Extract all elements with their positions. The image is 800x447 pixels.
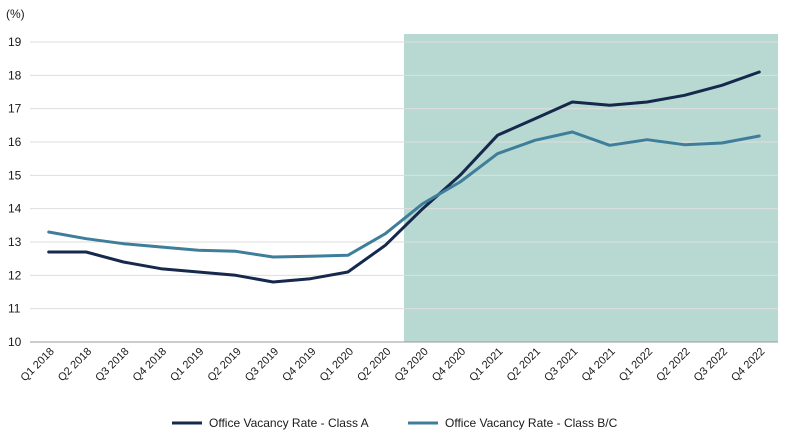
x-tick-label: Q1 2022 [617,346,655,384]
legend: Office Vacancy Rate - Class A Office Vaca… [172,416,618,430]
x-tick-label: Q2 2019 [205,346,243,384]
x-tick-label: Q3 2019 [243,346,281,384]
y-tick-label: 11 [8,302,21,316]
x-tick-labels: Q1 2018 Q2 2018 Q3 2018 Q4 2018 Q1 2019 Q2 20… [18,346,767,384]
x-tick-label: Q3 2018 [93,346,131,384]
series-lines [47,70,761,284]
shaded-region [404,34,778,342]
x-tick-label: Q2 2022 [654,346,692,384]
y-tick-label: 16 [8,135,22,149]
y-tick-labels: 10 11 12 13 14 15 16 17 18 19 [8,35,22,349]
x-tick-label: Q1 2021 [467,346,505,384]
x-tick-label: Q4 2019 [280,346,318,384]
x-tick-label: Q4 2018 [131,346,169,384]
x-tick-label: Q3 2021 [542,346,580,384]
x-tick-label: Q2 2020 [355,346,393,384]
x-tick-label: Q4 2022 [729,346,767,384]
x-tick-label: Q1 2018 [18,346,56,384]
series-line-1 [47,70,761,284]
y-tick-label: 17 [8,102,22,116]
y-tick-label: 13 [8,235,22,249]
series-line-2 [47,130,761,259]
legend-label: Office Vacancy Rate - Class A [209,416,369,430]
x-tick-label: Q3 2020 [392,346,430,384]
y-unit-label: (%) [6,7,25,21]
legend-label: Office Vacancy Rate - Class B/C [445,416,618,430]
x-tick-label: Q2 2021 [505,346,543,384]
y-tick-label: 10 [8,335,22,349]
x-tick-label: Q1 2019 [168,346,206,384]
gridlines [30,41,778,310]
y-tick-label: 14 [8,202,22,216]
x-tick-label: Q4 2020 [430,346,468,384]
x-tick-label: Q4 2021 [579,346,617,384]
y-tick-label: 18 [8,68,22,82]
x-tick-label: Q2 2018 [56,346,94,384]
x-tick-label: Q3 2022 [692,346,730,384]
y-tick-label: 15 [8,168,22,182]
y-tick-label: 19 [8,35,22,49]
y-tick-label: 12 [8,268,22,282]
x-tick-label: Q1 2020 [318,346,356,384]
